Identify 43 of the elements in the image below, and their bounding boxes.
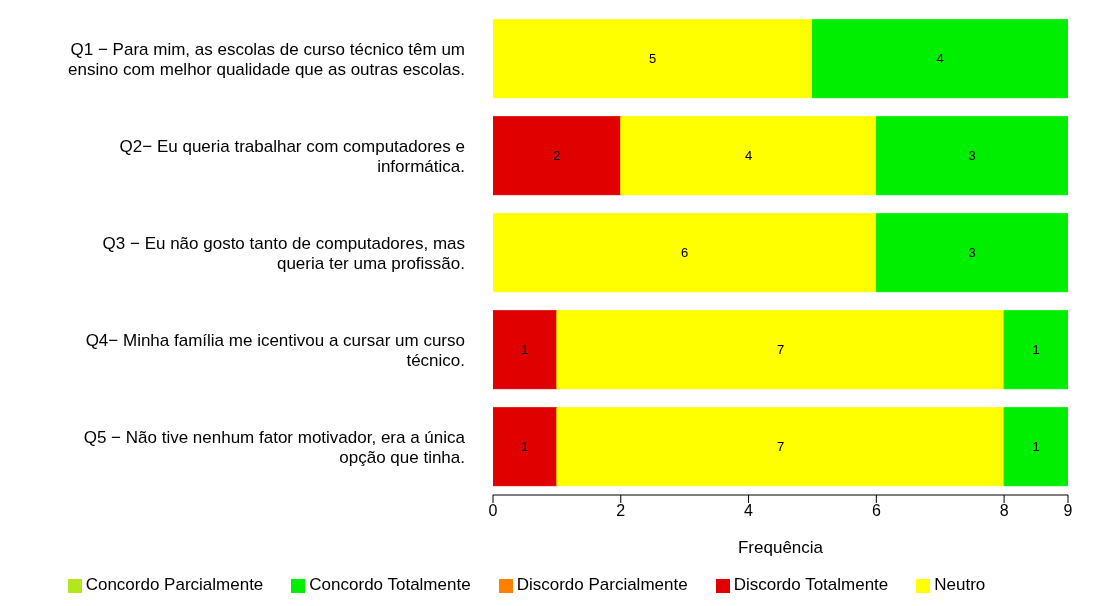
bar bbox=[556, 310, 1005, 390]
data-label: 7 bbox=[776, 342, 785, 358]
bar bbox=[493, 407, 558, 487]
bar bbox=[493, 213, 877, 293]
bar bbox=[1003, 310, 1068, 390]
x-tick-label: 4 bbox=[744, 502, 754, 520]
bar bbox=[556, 407, 1005, 487]
x-tick-label: 2 bbox=[616, 502, 626, 520]
data-label: 1 bbox=[521, 342, 529, 358]
bar bbox=[811, 19, 1068, 99]
y-tick-label: Q2− Eu queria trabalhar com computadores e informática. bbox=[119, 136, 465, 175]
x-tick-label: 0 bbox=[488, 502, 498, 520]
x-tick-label: 6 bbox=[871, 502, 881, 520]
bar bbox=[493, 310, 558, 390]
y-tick-label: Q4− Minha família me icentivou a cursar um curso técnico. bbox=[85, 330, 465, 369]
legend-label: Concordo Totalmente bbox=[309, 575, 471, 594]
data-label: 3 bbox=[968, 245, 976, 261]
bar bbox=[620, 116, 877, 196]
y-tick-label: Q1 − Para mim, as escolas de curso técnico têm um ensino com melhor qualidade que as outras escolas. bbox=[68, 39, 465, 78]
bar bbox=[875, 116, 1068, 196]
y-tick-label: Q5 − Não tive nenhum fator motivador, era a única opção que tinha. bbox=[83, 427, 466, 466]
data-label: 4 bbox=[936, 51, 944, 67]
data-label: 6 bbox=[681, 245, 689, 261]
bar bbox=[1003, 407, 1068, 487]
bar bbox=[875, 213, 1068, 293]
data-label: 2 bbox=[553, 148, 561, 164]
legend-label: Discordo Totalmente bbox=[733, 575, 889, 594]
data-label: 3 bbox=[968, 148, 976, 164]
data-label: 1 bbox=[1032, 342, 1040, 358]
data-label: 1 bbox=[1032, 439, 1040, 455]
data-label: 5 bbox=[649, 51, 657, 67]
bar bbox=[493, 116, 622, 196]
x-tick-label: 8 bbox=[999, 502, 1009, 520]
data-label: 1 bbox=[521, 439, 529, 455]
x-axis-title: Frequência bbox=[737, 538, 824, 557]
legend-label: Discordo Parcialmente bbox=[516, 575, 688, 594]
x-tick-label: 9 bbox=[1063, 502, 1073, 520]
legend-label: Neutro bbox=[934, 575, 986, 594]
y-tick-label: Q3 − Eu não gosto tanto de computadores, mas queria ter uma profissão. bbox=[102, 233, 465, 272]
legend-label: Concordo Parcialmente bbox=[85, 575, 264, 594]
bar bbox=[493, 19, 813, 99]
data-label: 4 bbox=[744, 148, 753, 164]
data-label: 7 bbox=[776, 439, 785, 455]
